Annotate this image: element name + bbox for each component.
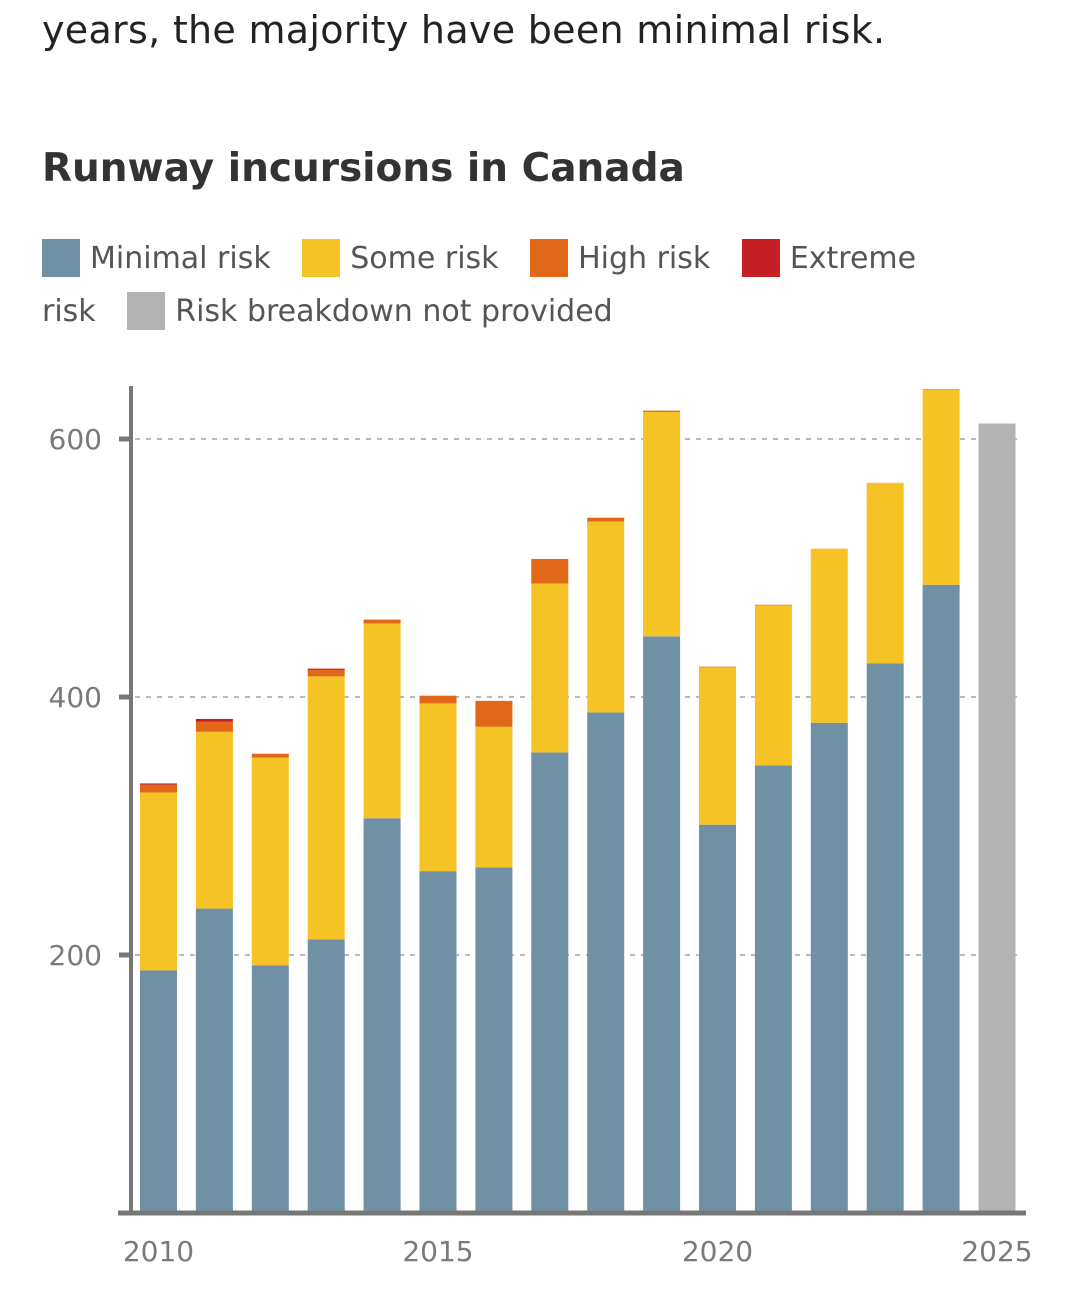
bar-segment-2010-minimal-risk bbox=[140, 970, 177, 1213]
y-tick-label-600: 600 bbox=[49, 423, 102, 456]
bar-segment-2021-high-risk bbox=[754, 604, 792, 606]
bar-segment-2025-risk-breakdown-not-provided bbox=[978, 423, 1016, 1213]
bar-segment-2010-some-risk bbox=[140, 792, 177, 971]
legend-label: Some risk bbox=[350, 241, 499, 276]
bar-segment-2015-minimal-risk bbox=[419, 871, 457, 1213]
bar-segment-2013-high-risk bbox=[307, 669, 345, 677]
x-tick-label-2020: 2020 bbox=[682, 1235, 753, 1268]
legend-item-high-risk: High risk bbox=[530, 239, 711, 277]
bar-segment-2023-minimal-risk bbox=[866, 663, 904, 1213]
legend-label: High risk bbox=[578, 241, 711, 276]
bar-segment-2018-minimal-risk bbox=[587, 712, 625, 1213]
legend-swatch-some-risk bbox=[302, 239, 341, 277]
bar-segment-2011-some-risk bbox=[195, 731, 233, 909]
bar-segment-2021-minimal-risk bbox=[754, 765, 792, 1213]
bar-segment-2017-some-risk bbox=[531, 583, 569, 753]
bar-2013 bbox=[307, 668, 345, 1213]
legend-swatch-minimal-risk bbox=[42, 239, 80, 277]
bar-2021 bbox=[754, 604, 792, 1213]
bar-segment-2011-extreme-risk bbox=[195, 718, 233, 722]
bar-2020 bbox=[699, 666, 736, 1213]
bar-segment-2019-high-risk bbox=[643, 410, 681, 412]
bar-2025 bbox=[978, 423, 1016, 1213]
bar-segment-2018-some-risk bbox=[587, 521, 625, 713]
bar-segment-2016-minimal-risk bbox=[475, 867, 513, 1213]
bar-2023 bbox=[866, 482, 904, 1213]
legend-label: Risk breakdown not provided bbox=[175, 294, 613, 329]
bar-segment-2011-high-risk bbox=[195, 721, 233, 732]
bar-segment-2014-high-risk bbox=[363, 619, 401, 624]
x-tick-labels: 2010 2015 2020 2025 bbox=[123, 1235, 1033, 1268]
legend-swatch-extreme-risk bbox=[741, 239, 780, 277]
bar-2024 bbox=[922, 389, 960, 1213]
axes bbox=[118, 386, 1026, 1216]
y-tick-labels: 200 400 600 bbox=[49, 423, 102, 972]
bar-segment-2014-some-risk bbox=[363, 623, 401, 819]
bar-segment-2019-minimal-risk bbox=[643, 636, 681, 1213]
legend-label: Minimal risk bbox=[90, 241, 271, 276]
chart-title: Runway incursions in Canada bbox=[42, 146, 685, 191]
bar-2011 bbox=[195, 718, 233, 1213]
bar-2012 bbox=[251, 753, 289, 1213]
bar-segment-2012-some-risk bbox=[251, 757, 289, 966]
bar-segment-2015-high-risk bbox=[419, 695, 457, 704]
y-tick-label-200: 200 bbox=[49, 939, 102, 972]
bar-2022 bbox=[810, 548, 848, 1213]
bar-segment-2017-minimal-risk bbox=[531, 752, 569, 1213]
bar-segment-2024-high-risk bbox=[922, 389, 960, 390]
bar-2015 bbox=[419, 695, 457, 1213]
bar-segment-2017-high-risk bbox=[531, 558, 569, 584]
x-tick-label-2010: 2010 bbox=[123, 1235, 194, 1268]
x-tick-label-2025: 2025 bbox=[961, 1235, 1032, 1268]
legend-label: Extreme risk bbox=[42, 241, 917, 329]
bar-segment-2022-minimal-risk bbox=[810, 722, 848, 1213]
legend-swatch-not-provided bbox=[127, 292, 166, 330]
bar-segment-2011-minimal-risk bbox=[195, 908, 233, 1213]
legend-item-minimal-risk: Minimal risk bbox=[42, 239, 271, 277]
intro-text: years, the majority have been minimal ri… bbox=[42, 8, 886, 52]
bar-segment-2023-some-risk bbox=[866, 482, 904, 664]
bar-segment-2016-some-risk bbox=[475, 726, 513, 868]
legend-item-extreme-risk: Extreme risk bbox=[42, 239, 917, 329]
bar-2019 bbox=[643, 410, 681, 1213]
bar-segment-2014-minimal-risk bbox=[363, 818, 401, 1213]
bar-segment-2024-minimal-risk bbox=[922, 584, 960, 1213]
bar-segment-2022-some-risk bbox=[810, 548, 848, 723]
y-tick-label-400: 400 bbox=[49, 681, 102, 714]
bar-segment-2020-minimal-risk bbox=[699, 824, 736, 1213]
bar-2010 bbox=[140, 783, 177, 1213]
bar-segment-2019-some-risk bbox=[643, 411, 681, 637]
bar-segment-2020-high-risk bbox=[699, 666, 736, 668]
bar-segment-2013-some-risk bbox=[307, 676, 345, 940]
bar-segment-2024-some-risk bbox=[922, 389, 960, 585]
x-tick-label-2015: 2015 bbox=[402, 1235, 473, 1268]
bar-2017 bbox=[531, 558, 569, 1213]
bar-2018 bbox=[587, 517, 625, 1213]
bar-segment-2012-minimal-risk bbox=[251, 965, 289, 1213]
bar-segment-2018-high-risk bbox=[587, 517, 625, 522]
bar-segment-2010-high-risk bbox=[140, 784, 177, 793]
bar-segment-2010-extreme-risk bbox=[140, 783, 177, 785]
legend-item-not-provided: Risk breakdown not provided bbox=[127, 292, 613, 330]
bar-segment-2013-minimal-risk bbox=[307, 939, 345, 1213]
bar-segment-2013-extreme-risk bbox=[307, 668, 345, 670]
legend-item-some-risk: Some risk bbox=[302, 239, 499, 277]
chart-legend: Minimal risk Some risk High risk Extreme… bbox=[42, 232, 942, 338]
bar-segment-2015-some-risk bbox=[419, 703, 457, 872]
bar-segment-2012-high-risk bbox=[251, 753, 289, 758]
bars bbox=[140, 389, 1016, 1213]
bar-segment-2020-some-risk bbox=[699, 667, 736, 825]
bar-segment-2021-some-risk bbox=[754, 605, 792, 766]
bar-segment-2016-high-risk bbox=[475, 700, 513, 727]
legend-swatch-high-risk bbox=[530, 239, 569, 277]
bar-2016 bbox=[475, 700, 513, 1213]
bar-2014 bbox=[363, 619, 401, 1213]
